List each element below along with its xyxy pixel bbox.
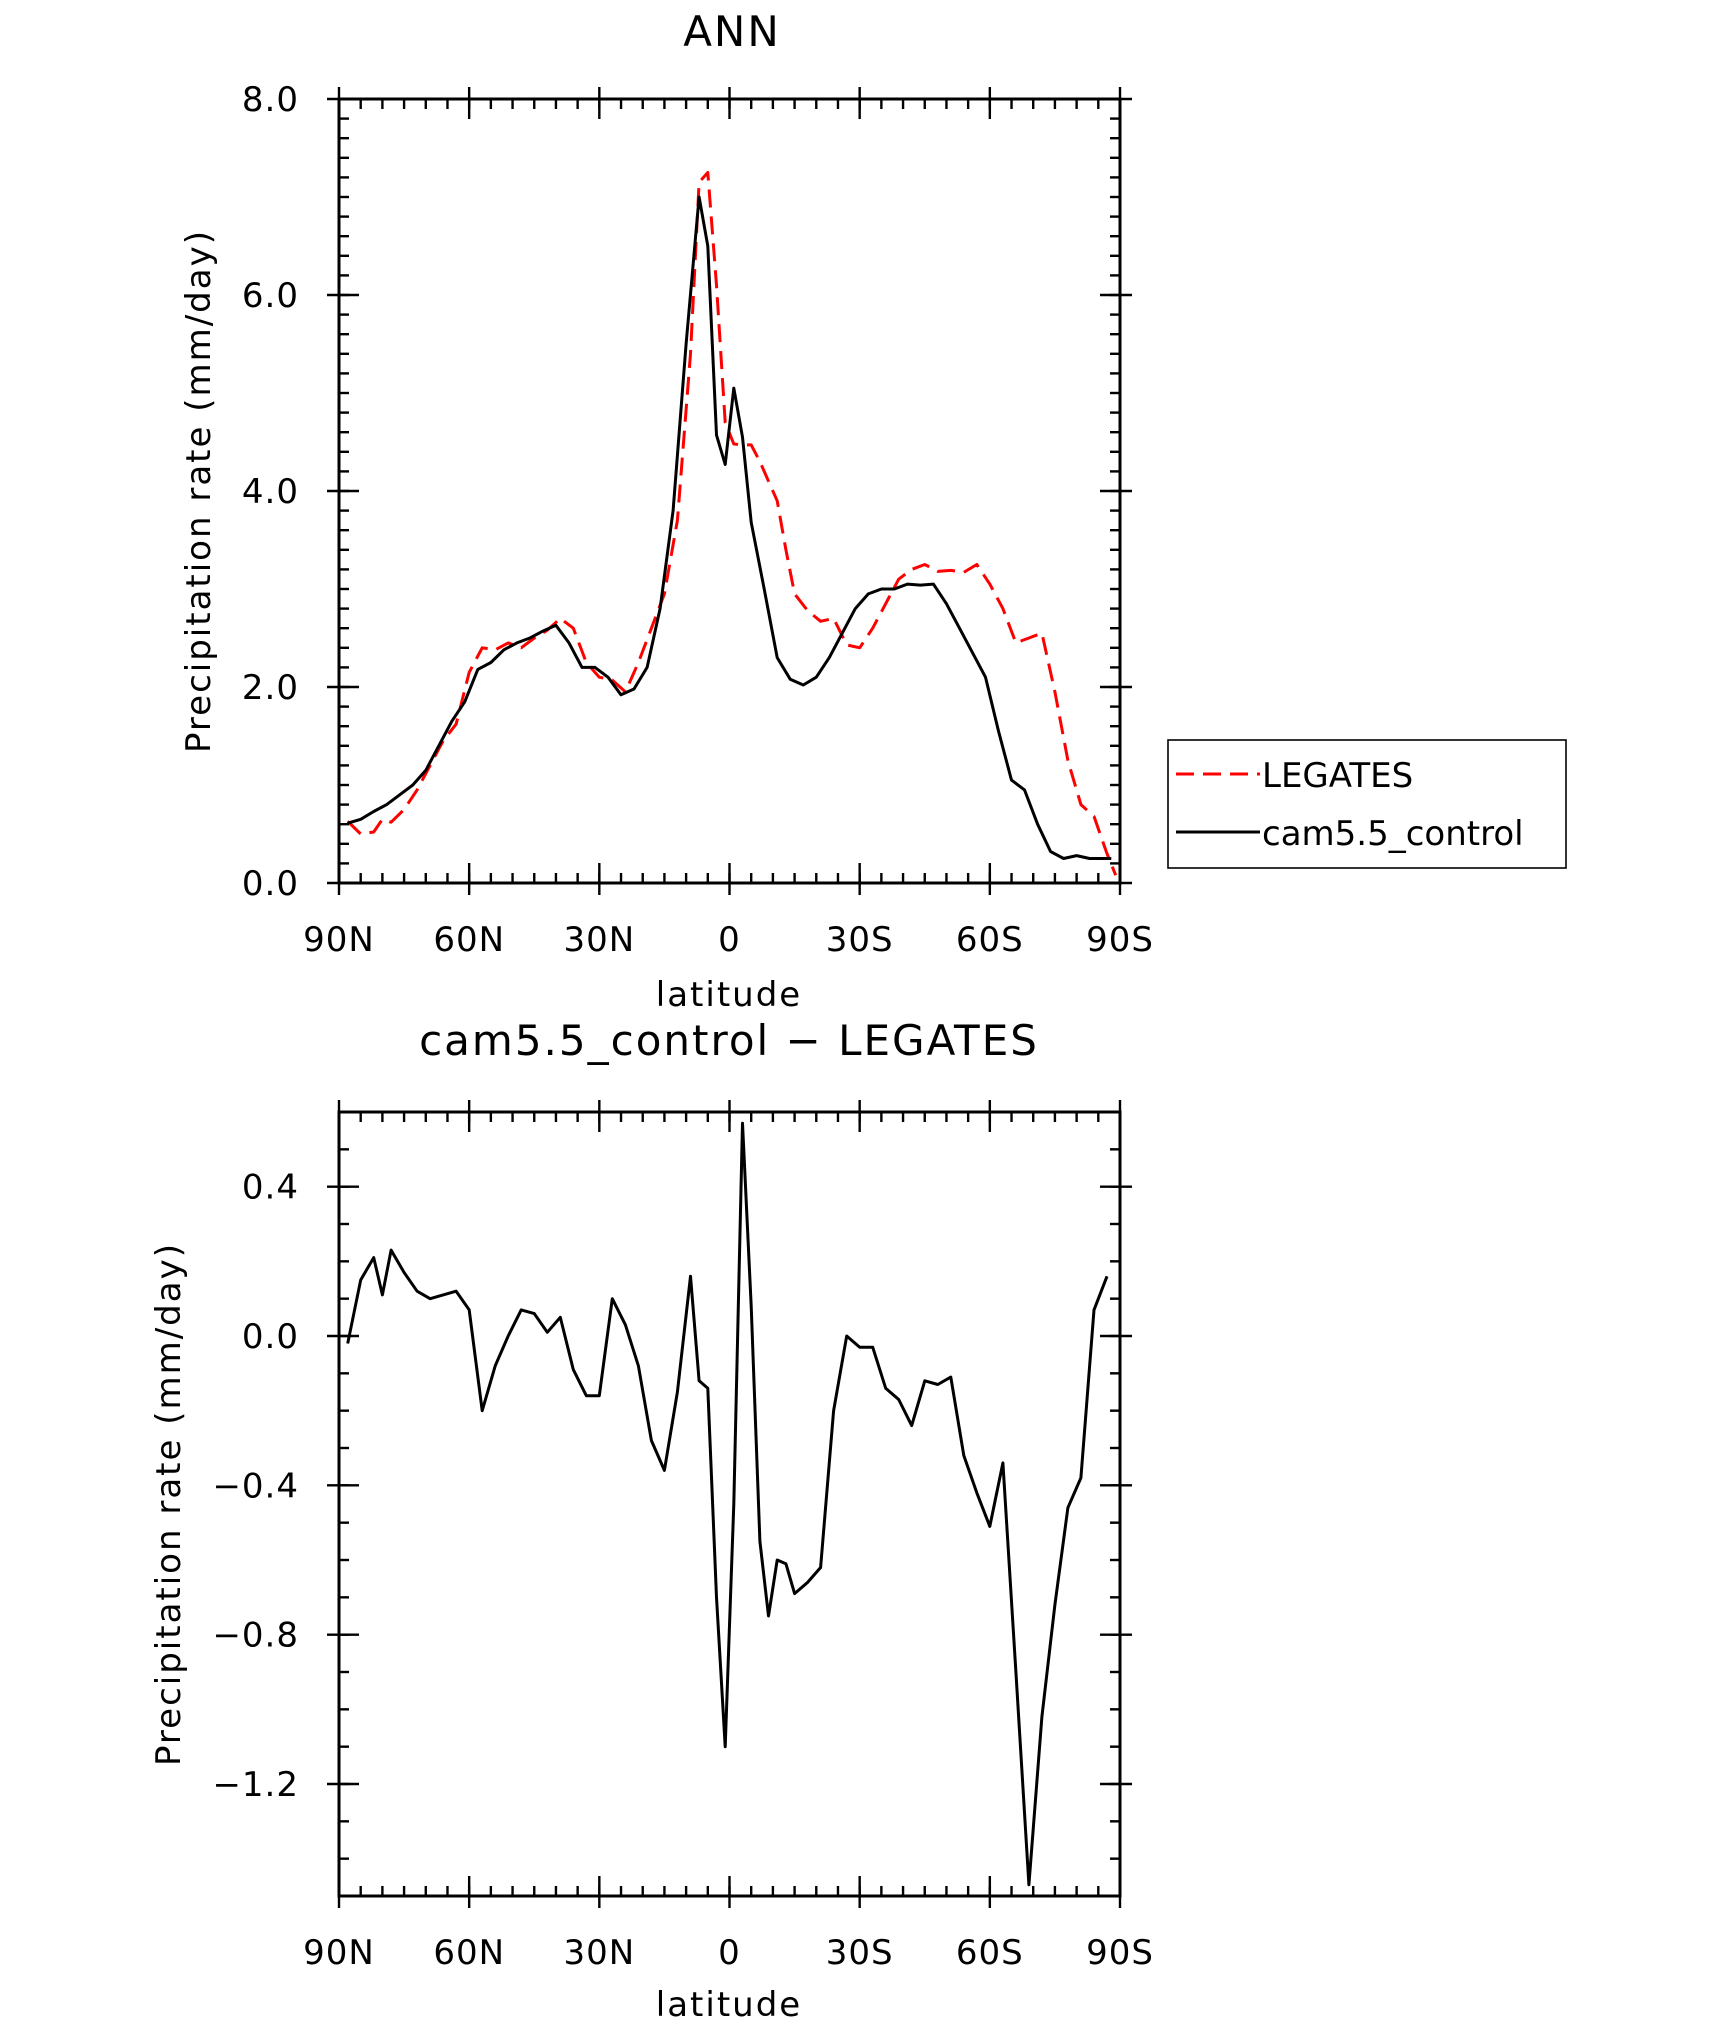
bottom-y-axis-label: Precipitation rate (mm/day) [149, 1242, 189, 1766]
top-x-tick-label: 90S [1086, 920, 1154, 960]
bottom-series-lines [346, 1121, 1109, 1887]
legend-box [1167, 739, 1567, 869]
bottom-x-tick-label: 60S [956, 1933, 1024, 1973]
legend-label-legates: LEGATES [1262, 756, 1413, 796]
top-y-tick-label: 0.0 [242, 864, 299, 904]
bottom-plot-frame [337, 1110, 1122, 1898]
legend: LEGATES cam5.5_control [1167, 739, 1567, 869]
top-series-line-legates [346, 171, 1118, 876]
bottom-x-tick-label: 30N [563, 1933, 635, 1973]
top-y-tick-label: 6.0 [242, 276, 299, 316]
top-x-tick-label: 0 [718, 920, 741, 960]
top-y-tick-label: 8.0 [242, 80, 299, 120]
top-y-tick-label: 2.0 [242, 668, 299, 708]
legend-label-cam55: cam5.5_control [1262, 814, 1524, 854]
bottom-x-tick-label: 90N [303, 1933, 375, 1973]
bottom-x-tick-label: 60N [433, 1933, 505, 1973]
top-x-tick-label: 30S [826, 920, 894, 960]
bottom-y-tick-label: −1.2 [212, 1765, 299, 1805]
bottom-tick-labels: −1.2 −0.8 −0.4 0.0 0.4 90N 60N 30N 0 30S 60S 90S [212, 1168, 1154, 1973]
top-series-line-cam5-5-control [347, 195, 1112, 860]
top-tick-labels: 0.0 2.0 4.0 6.0 8.0 90N 60N 30N 0 30S 60S 90S [242, 80, 1154, 960]
bottom-x-tick-label: 90S [1086, 1933, 1154, 1973]
top-y-axis-label: Precipitation rate (mm/day) [179, 229, 219, 753]
bottom-x-tick-label: 0 [718, 1933, 741, 1973]
bottom-y-tick-label: 0.4 [242, 1168, 299, 1208]
bottom-y-tick-label: −0.8 [212, 1616, 299, 1656]
bottom-y-tick-label: 0.0 [242, 1317, 299, 1357]
top-chart-title: ANN [683, 7, 781, 56]
top-series-lines [346, 171, 1118, 876]
bottom-chart-title: cam5.5_control − LEGATES [419, 1016, 1039, 1065]
top-x-tick-label: 60N [433, 920, 505, 960]
top-x-axis-label: latitude [656, 975, 802, 1015]
bottom-x-axis-label: latitude [656, 1985, 802, 2021]
top-panel: ANN 0.0 2.0 4.0 6.0 8.0 90N 60N 30N 0 30S 60S 90S l… [179, 7, 1567, 1015]
top-plot-frame [337, 97, 1122, 885]
top-x-tick-label: 60S [956, 920, 1024, 960]
top-x-tick-label: 30N [563, 920, 635, 960]
bottom-series-line-difference [346, 1121, 1109, 1887]
top-x-tick-label: 90N [303, 920, 375, 960]
bottom-x-tick-label: 30S [826, 1933, 894, 1973]
bottom-panel: cam5.5_control − LEGATES −1.2 −0.8 −0.4 0.0… [149, 1016, 1154, 2021]
bottom-y-tick-label: −0.4 [212, 1466, 299, 1506]
bottom-axis-ticks [327, 1100, 1132, 1908]
top-y-tick-label: 4.0 [242, 472, 299, 512]
